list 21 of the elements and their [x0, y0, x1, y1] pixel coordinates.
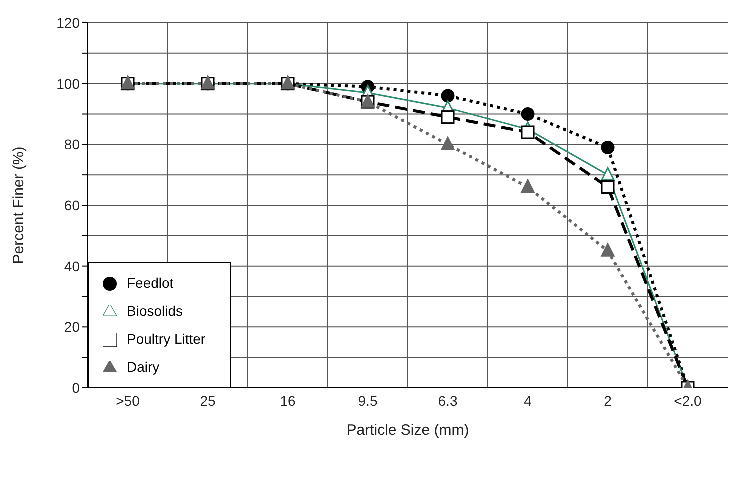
- x-axis-title: Particle Size (mm): [346, 422, 470, 439]
- x-tick-label: >50: [116, 392, 140, 409]
- y-tick-label: 80: [64, 136, 80, 153]
- x-tick-label: 2: [604, 392, 612, 409]
- legend-label: Feedlot: [127, 275, 174, 291]
- y-tick-label: 60: [64, 197, 80, 214]
- y-tick-label: 40: [64, 258, 80, 274]
- y-tick-label: 120: [56, 14, 80, 31]
- y-axis-title: Percent Finer (%): [10, 146, 28, 264]
- legend-label: Dairy: [127, 359, 160, 375]
- x-tick-label: 4: [524, 392, 532, 409]
- x-tick-label: 25: [200, 392, 216, 409]
- legend-label: Poultry Litter: [127, 331, 206, 347]
- y-tick-label: 100: [56, 76, 80, 92]
- x-tick-label: 6.3: [438, 392, 458, 409]
- y-tick-label: 20: [64, 319, 80, 336]
- x-tick-label: 9.5: [358, 392, 378, 409]
- x-tick-label: 16: [280, 392, 296, 409]
- legend-label: Biosolids: [127, 303, 184, 319]
- x-tick-label: <2.0: [674, 392, 702, 409]
- y-tick-label: 0: [72, 380, 80, 396]
